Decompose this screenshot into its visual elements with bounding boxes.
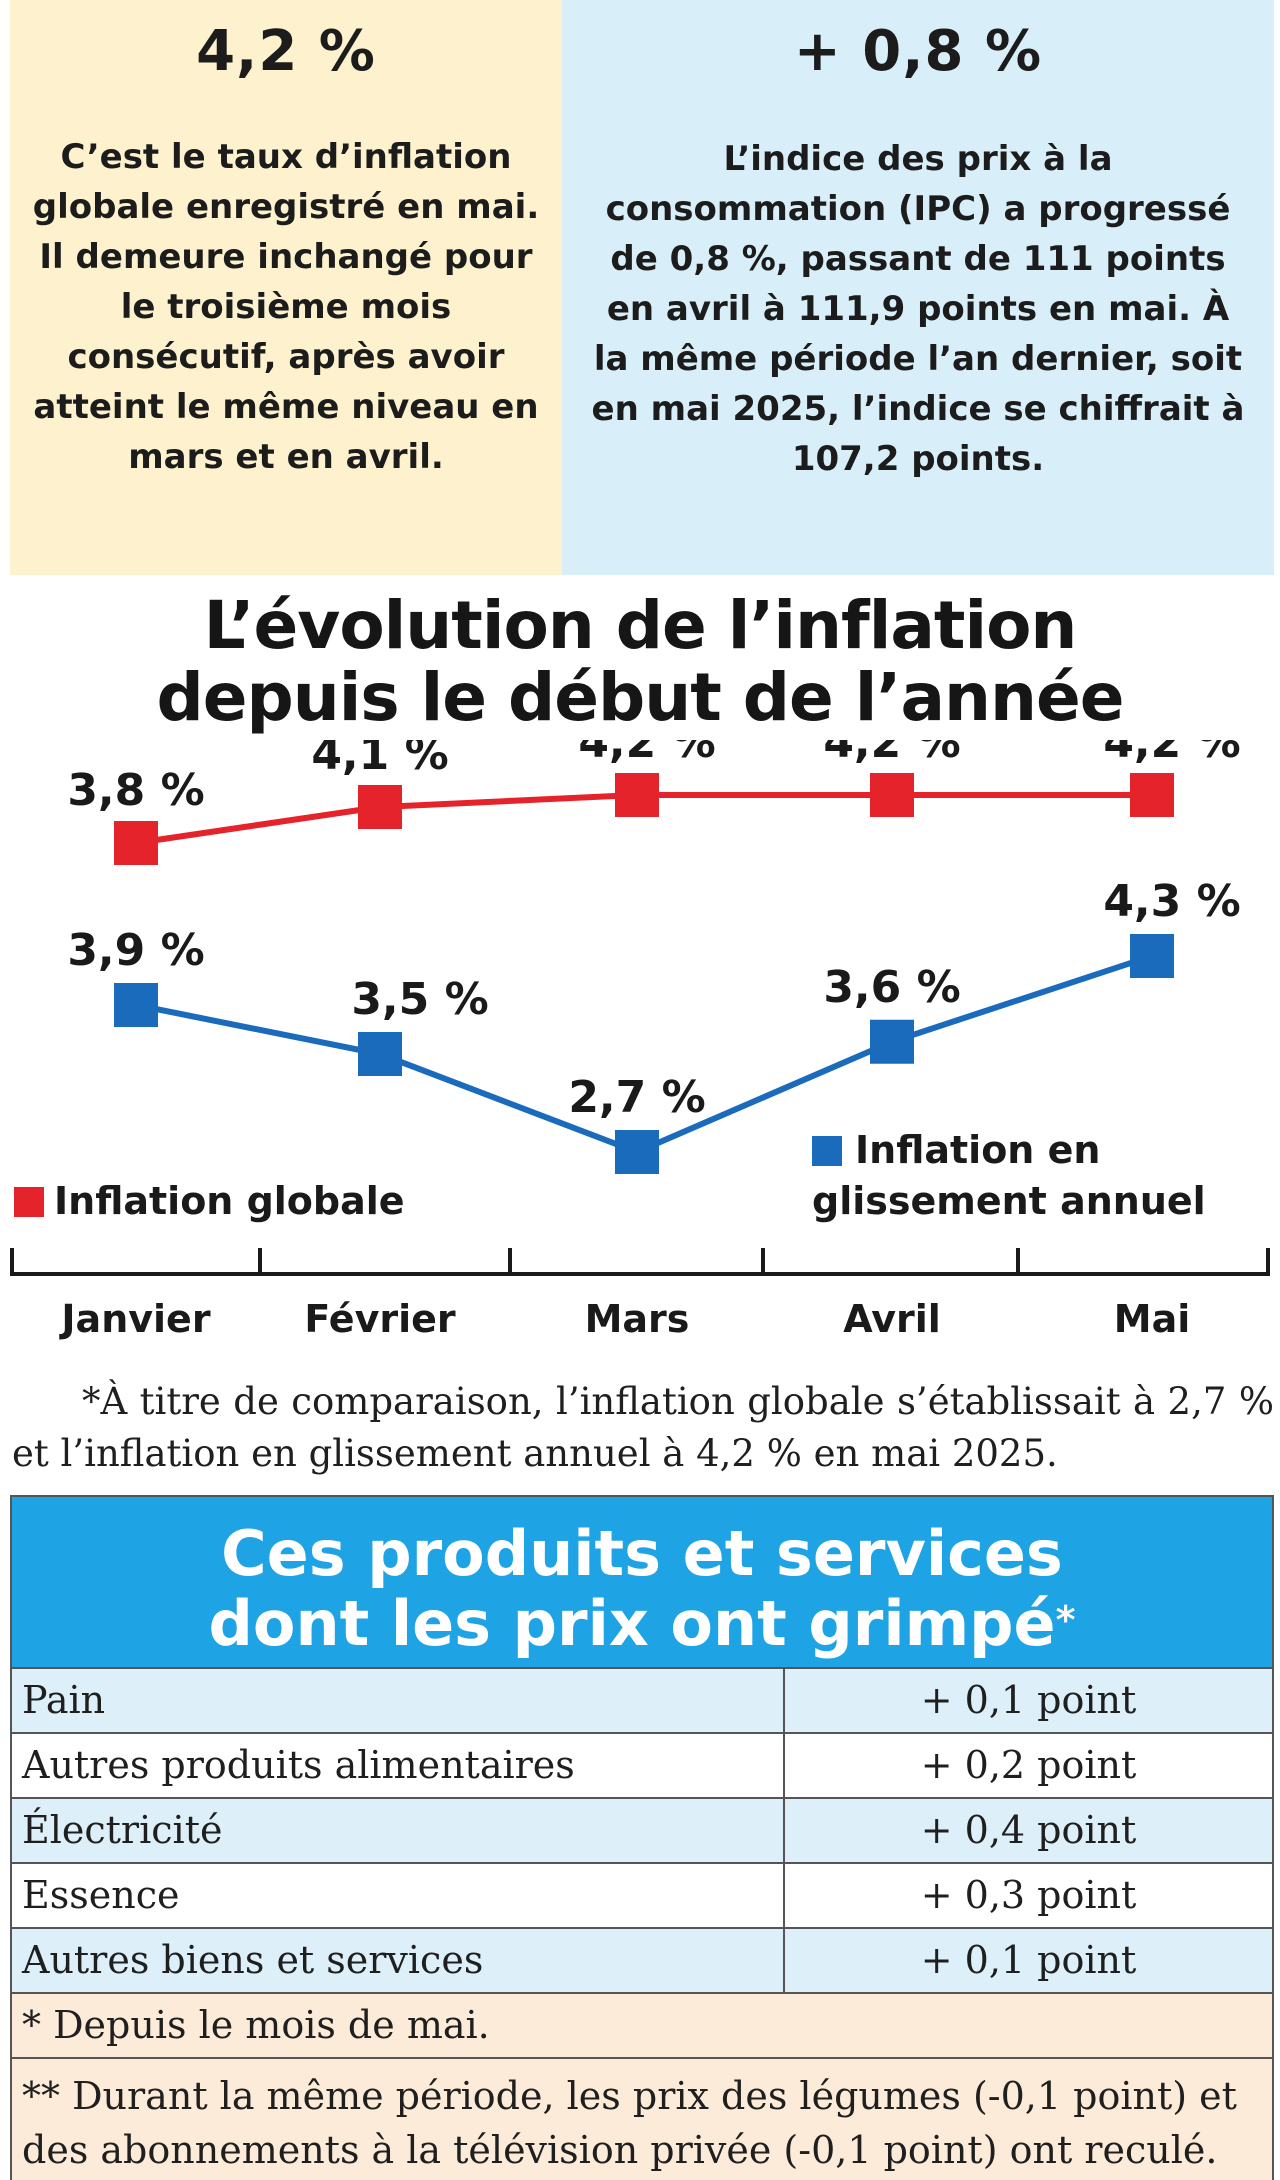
data-label-glissement-annuel: 3,9 % [67, 925, 204, 976]
data-label-glissement-annuel: 3,6 % [823, 962, 960, 1013]
chart-title-line-1: L’évolution de l’inflation [203, 587, 1078, 664]
data-label-glissement-annuel: 4,3 % [1103, 876, 1240, 927]
point-inflation-globale [114, 821, 158, 865]
point-inflation-globale [358, 785, 402, 829]
cpi-change-value: + 0,8 % [793, 19, 1043, 84]
point-inflation-globale [870, 773, 914, 817]
point-glissement-annuel [615, 1130, 659, 1174]
info-box-global-rate: 4,2 % C’est le taux d’inflation globale … [10, 0, 562, 575]
table-cell-item: Autres produits alimentaires [12, 1734, 785, 1797]
table-title: Ces produits et services dont les prix o… [12, 1497, 1272, 1667]
table-row: Pain + 0,1 point [12, 1667, 1272, 1732]
table-cell-change: + 0,1 point [920, 1678, 1137, 1722]
point-inflation-globale [1130, 773, 1174, 817]
x-tick-label: Février [304, 1297, 455, 1340]
data-label-inflation-globale: 4,2 % [823, 740, 960, 768]
table-cell-item: Électricité [12, 1799, 785, 1862]
legend-label-inflation-globale: Inflation globale [54, 1179, 405, 1223]
table-footnote-1: * Depuis le mois de mai. [12, 1992, 1272, 2057]
price-increase-table: Ces produits et services dont les prix o… [10, 1495, 1274, 2180]
x-tick-label: Mars [585, 1297, 690, 1340]
table-cell-item: Essence [12, 1864, 785, 1927]
chart-title-line-2: depuis le début de l’année [156, 659, 1125, 736]
table-row: Électricité + 0,4 point [12, 1797, 1272, 1862]
data-label-glissement-annuel: 3,5 % [351, 974, 488, 1025]
x-tick-label: Mai [1114, 1297, 1190, 1340]
comparison-note: *À titre de comparaison, l’inflation glo… [12, 1380, 1274, 1475]
table-cell-item: Autres biens et services [12, 1929, 785, 1992]
table-title-asterisk: * [1055, 1598, 1076, 1642]
global-rate-value: 4,2 % [196, 19, 376, 84]
data-label-inflation-globale: 4,2 % [578, 740, 715, 768]
data-label-glissement-annuel: 2,7 % [568, 1072, 705, 1123]
table-cell-item: Pain [12, 1669, 785, 1732]
table-cell-change: + 0,2 point [920, 1743, 1137, 1787]
table-footnote-2: ** Durant la même période, les prix des … [12, 2057, 1272, 2180]
point-inflation-globale [615, 773, 659, 817]
x-tick-label: Avril [843, 1297, 941, 1340]
point-glissement-annuel [114, 983, 158, 1027]
data-label-inflation-globale: 3,8 % [67, 765, 204, 816]
chart-title: L’évolution de l’inflation depuis le déb… [0, 590, 1280, 734]
table-cell-change: + 0,1 point [920, 1938, 1137, 1982]
table-title-line-2-text: dont les prix ont grimpé [208, 1587, 1056, 1660]
global-rate-description: C’est le taux d’inflation globale enregi… [32, 137, 540, 477]
cpi-description: L’indice des prix à la consommation (IPC… [591, 139, 1245, 479]
point-glissement-annuel [1130, 934, 1174, 978]
data-label-inflation-globale: 4,1 % [311, 740, 448, 780]
table-cell-change: + 0,4 point [920, 1808, 1137, 1852]
legend-swatch-inflation-globale [14, 1187, 44, 1217]
table-cell-change: + 0,3 point [920, 1873, 1137, 1917]
point-glissement-annuel [870, 1019, 914, 1064]
legend-label-glissement-annuel-line-1: Inflation en [855, 1128, 1100, 1172]
legend-swatch-glissement-annuel [812, 1136, 842, 1166]
table-title-line-1: Ces produits et services [221, 1517, 1063, 1590]
table-title-line-2: dont les prix ont grimpé* [12, 1589, 1272, 1659]
data-label-inflation-globale: 4,2 % [1103, 740, 1240, 768]
table-row: Essence + 0,3 point [12, 1862, 1272, 1927]
point-glissement-annuel [358, 1032, 402, 1076]
inflation-line-chart: 3,8 % 4,1 % 4,2 % 4,2 % 4,2 % 3,9 % 3,5 % 2,7 %… [10, 740, 1270, 1340]
table-row: Autres produits alimentaires + 0,2 point [12, 1732, 1272, 1797]
info-box-cpi: + 0,8 % L’indice des prix à la consommat… [562, 0, 1274, 575]
legend-label-glissement-annuel-line-2: glissement annuel [812, 1179, 1206, 1223]
x-tick-label: Janvier [58, 1297, 210, 1340]
table-row: Autres biens et services + 0,1 point [12, 1927, 1272, 1992]
